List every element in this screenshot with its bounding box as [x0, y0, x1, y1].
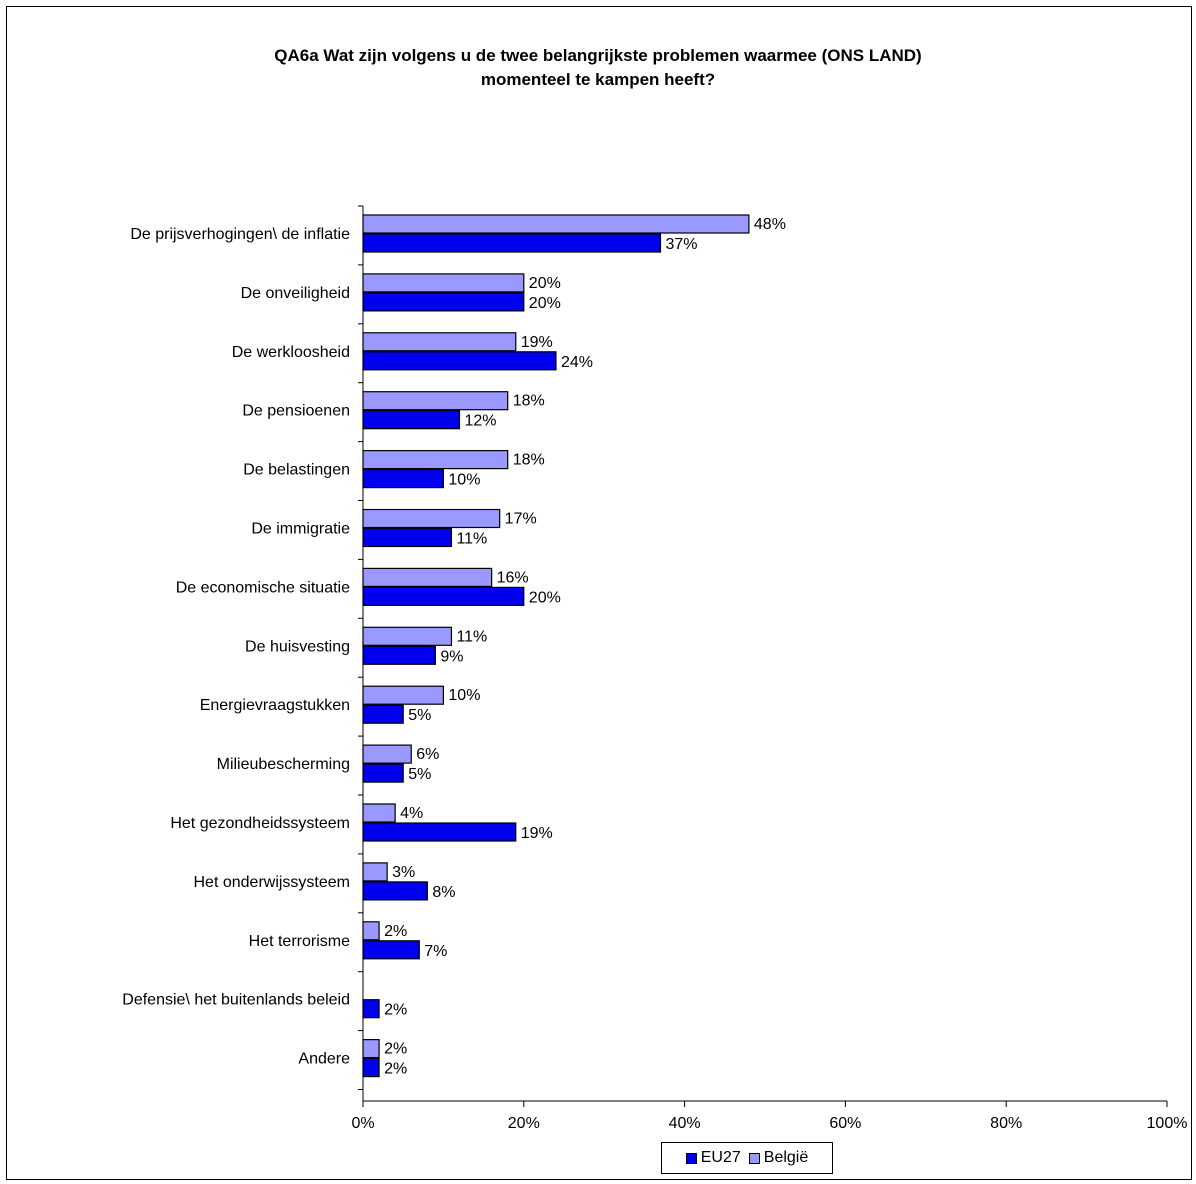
bar-eu27-7 [362, 645, 436, 665]
category-0-label: De prijsverhogingen\ de inflatie [130, 226, 350, 243]
category-11-label: Het onderwijssysteem [194, 874, 351, 891]
category-10-label: Het gezondheidssysteem [170, 815, 350, 832]
bar-eu27-6 [362, 586, 525, 607]
bar-eu27-0 [362, 233, 662, 253]
legend-swatch-belgie [748, 1152, 760, 1164]
data-label-eu27-7: 9% [440, 648, 463, 665]
data-label-belgie-14: 2% [384, 1041, 407, 1058]
data-label-belgie-4: 18% [513, 452, 545, 469]
data-label-eu27-1: 20% [529, 295, 561, 312]
bar-eu27-10 [362, 822, 517, 842]
category-7-label: De huisvesting [245, 638, 350, 655]
bar-belgie-14 [362, 1038, 380, 1059]
bar-belgie-12 [362, 921, 380, 941]
bar-belgie-6 [362, 567, 493, 588]
data-label-eu27-14: 2% [384, 1061, 407, 1078]
category-9-label: Milieubescherming [217, 756, 350, 773]
x-tick-label-0: 0% [351, 1115, 374, 1132]
x-tick-label-3: 60% [829, 1115, 861, 1132]
data-label-belgie-2: 19% [521, 334, 553, 351]
bar-belgie-5 [362, 508, 501, 529]
data-label-belgie-3: 18% [513, 393, 545, 410]
data-label-eu27-8: 5% [408, 707, 431, 724]
data-label-eu27-11: 8% [432, 884, 455, 901]
category-8-label: Energievraagstukken [200, 697, 350, 714]
data-label-eu27-12: 7% [424, 943, 447, 960]
bar-eu27-14 [362, 1057, 380, 1078]
chart-title-line-2: momenteel te kampen heeft? [480, 70, 716, 89]
data-label-belgie-1: 20% [529, 275, 561, 292]
data-label-eu27-6: 20% [529, 589, 561, 606]
chart-frame [6, 6, 1192, 1180]
data-label-belgie-7: 11% [456, 628, 487, 645]
data-label-belgie-0: 48% [754, 216, 786, 233]
category-4-label: De belastingen [243, 462, 350, 479]
legend-item-belgie: België [748, 1149, 809, 1167]
category-2-label: De werkloosheid [232, 344, 350, 361]
data-label-belgie-10: 4% [400, 805, 423, 822]
bar-belgie-11 [362, 862, 388, 882]
legend-label-eu27: EU27 [700, 1149, 741, 1166]
bar-belgie-4 [362, 450, 509, 470]
data-label-eu27-9: 5% [408, 766, 431, 783]
bar-eu27-13 [362, 999, 380, 1019]
category-3-label: De pensioenen [242, 403, 350, 420]
bar-belgie-1 [362, 273, 525, 293]
category-14-label: Andere [298, 1051, 350, 1068]
data-label-eu27-10: 19% [521, 825, 553, 842]
bar-eu27-11 [362, 881, 428, 901]
bar-belgie-10 [362, 803, 396, 823]
data-label-belgie-5: 17% [505, 511, 537, 528]
data-label-belgie-9: 6% [416, 746, 439, 763]
data-label-belgie-11: 3% [392, 864, 415, 881]
bar-belgie-2 [362, 332, 517, 352]
data-label-eu27-5: 11% [456, 531, 487, 548]
data-label-belgie-12: 2% [384, 923, 407, 940]
bar-eu27-9 [362, 763, 404, 783]
bar-eu27-8 [362, 704, 404, 724]
bar-eu27-1 [362, 292, 525, 312]
chart-title: QA6a Wat zijn volgens u de twee belangri… [0, 44, 1196, 92]
x-tick-label-5: 100% [1147, 1115, 1188, 1132]
legend: EU27 België [661, 1142, 833, 1174]
bar-eu27-12 [362, 940, 420, 960]
category-13-label: Defensie\ het buitenlands beleid [122, 992, 350, 1009]
category-1-label: De onveiligheid [241, 285, 350, 302]
x-tick-label-2: 40% [669, 1115, 701, 1132]
legend-swatch-eu27 [685, 1152, 697, 1164]
data-label-eu27-0: 37% [665, 236, 697, 253]
data-label-belgie-6: 16% [497, 569, 529, 586]
data-label-eu27-3: 12% [464, 413, 496, 430]
data-label-belgie-8: 10% [448, 687, 480, 704]
x-tick-label-4: 80% [990, 1115, 1022, 1132]
data-label-eu27-4: 10% [448, 472, 480, 489]
legend-label-belgie: België [763, 1149, 809, 1166]
bar-belgie-8 [362, 685, 445, 705]
data-label-eu27-2: 24% [561, 354, 593, 371]
bar-belgie-9 [362, 744, 412, 764]
bar-eu27-2 [362, 351, 557, 371]
category-12-label: Het terrorisme [249, 933, 350, 950]
chart-title-line-1: QA6a Wat zijn volgens u de twee belangri… [274, 46, 922, 65]
category-5-label: De immigratie [251, 521, 350, 538]
data-label-eu27-13: 2% [384, 1002, 407, 1019]
bar-belgie-0 [362, 214, 750, 234]
bar-belgie-3 [362, 391, 509, 411]
bar-eu27-4 [362, 469, 445, 489]
bar-belgie-7 [362, 626, 453, 646]
category-6-label: De economische situatie [176, 579, 350, 596]
bar-eu27-5 [362, 527, 453, 548]
legend-item-eu27: EU27 [685, 1149, 741, 1167]
x-tick-label-1: 20% [508, 1115, 540, 1132]
bar-eu27-3 [362, 410, 461, 430]
